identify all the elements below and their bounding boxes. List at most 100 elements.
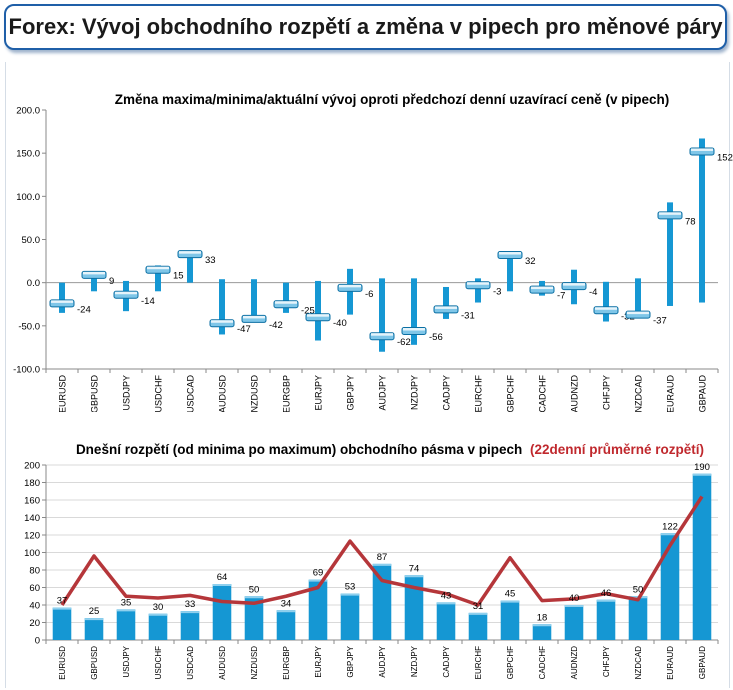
spread-bar-top (660, 533, 680, 536)
bar-value-label: 33 (185, 599, 196, 610)
y-tick-label: -50.0 (18, 321, 40, 332)
current-value-label: -3 (493, 286, 501, 297)
bar-value-label: 25 (89, 606, 100, 617)
bar-value-label: 53 (345, 582, 356, 593)
spread-bar-top (116, 609, 136, 612)
y-tick-label: 60 (29, 583, 40, 594)
current-marker-shine (403, 328, 425, 331)
current-value-label: -24 (77, 304, 91, 315)
spread-bar-top (596, 599, 616, 602)
spread-bar-top (340, 593, 360, 596)
current-value-label: -6 (365, 289, 373, 300)
y-tick-label: 140 (24, 513, 40, 524)
spread-bar (340, 593, 360, 640)
spread-bar-top (308, 579, 328, 582)
bar-value-label: 34 (281, 598, 292, 609)
spread-chart: Dnešní rozpětí (od minima po maximum) ob… (24, 442, 719, 680)
y-tick-label: 100 (24, 548, 40, 559)
current-marker-shine (531, 286, 553, 290)
current-marker-shine (595, 307, 617, 310)
current-marker-shine (307, 314, 329, 317)
spread-bar-top (276, 610, 296, 613)
current-marker-shine (51, 300, 73, 303)
avg-22d-line (60, 495, 704, 607)
range-bar (155, 265, 161, 292)
spread-bar (276, 610, 296, 640)
range-bar (283, 282, 289, 313)
x-tick-label: GBPJPY (346, 375, 356, 411)
x-tick-label: GBPJPY (346, 645, 355, 677)
current-value-label: -37 (653, 316, 667, 327)
y-tick-label: 160 (24, 496, 40, 507)
range-bar (379, 278, 385, 352)
spread-bar (500, 600, 520, 640)
x-tick-label: EURUSD (58, 646, 67, 680)
spread-bar (468, 612, 488, 640)
spread-bar (180, 611, 200, 640)
range-bar (443, 286, 449, 319)
y-tick-label: 20 (29, 618, 40, 629)
current-marker-shine (147, 266, 169, 270)
range-bar (411, 278, 417, 345)
spread-bar-top (404, 575, 424, 578)
current-value-label: -4 (589, 287, 597, 298)
current-value-label: 15 (173, 271, 184, 282)
spread-bar (660, 533, 680, 640)
x-tick-label: AUDJPY (378, 375, 388, 411)
spread-chart-title: Dnešní rozpětí (od minima po maximum) ob… (76, 442, 704, 457)
bar-value-label: 43 (441, 590, 452, 601)
bar-value-label: 74 (409, 563, 420, 574)
bar-value-label: 30 (153, 602, 164, 613)
bar-value-label: 37 (57, 596, 68, 607)
x-tick-label: EURGBP (282, 646, 291, 680)
current-value-label: 152 (717, 152, 733, 163)
spread-bar (212, 584, 232, 640)
spread-bar (308, 579, 328, 640)
current-marker-shine (467, 282, 489, 285)
current-marker-shine (275, 301, 297, 304)
spread-bar-top (564, 605, 584, 607)
spread-bar-top (84, 618, 104, 621)
y-tick-label: 200 (24, 461, 40, 472)
spread-chart-title-main: Dnešní rozpětí (od minima po maximum) ob… (76, 442, 522, 457)
x-tick-label: GBPUSD (90, 375, 100, 412)
spread-bar-top (692, 473, 712, 476)
x-tick-label: EURCHF (474, 374, 484, 412)
current-value-label: -25 (301, 305, 315, 316)
x-tick-label: EURAUD (666, 375, 676, 412)
spread-bar (596, 599, 616, 640)
bar-value-label: 122 (662, 521, 678, 532)
spread-bar (436, 602, 456, 640)
y-tick-label: 40 (29, 601, 40, 612)
y-tick-label: 0.0 (27, 278, 40, 289)
x-tick-label: CADCHF (538, 646, 547, 679)
range-bar (187, 252, 193, 283)
bar-value-label: 46 (601, 588, 612, 599)
x-tick-label: GBPUSD (90, 646, 99, 680)
x-tick-label: AUDJPY (378, 645, 387, 677)
spread-bar-top (532, 624, 552, 627)
x-tick-label: USDCHF (154, 646, 163, 679)
range-bar (507, 252, 513, 292)
spread-bar (628, 596, 648, 640)
y-tick-label: 80 (29, 566, 40, 577)
bar-value-label: 35 (121, 597, 132, 608)
current-marker-shine (499, 252, 521, 255)
current-marker-shine (115, 291, 137, 295)
bar-value-label: 45 (505, 589, 516, 600)
y-tick-label: 180 (24, 478, 40, 489)
spread-bar-top (180, 611, 200, 614)
current-value-label: -42 (269, 320, 283, 331)
x-tick-label: AUDUSD (218, 646, 227, 680)
x-tick-label: CADCHF (538, 374, 548, 412)
spread-bar (564, 605, 584, 640)
x-tick-label: NZDJPY (410, 375, 420, 410)
x-tick-label: CADJPY (442, 645, 451, 677)
spread-bar-top (52, 607, 72, 610)
range-bar (219, 279, 225, 335)
y-tick-label: -100.0 (13, 365, 40, 376)
range-bar (91, 271, 97, 292)
x-tick-label: USDCHF (154, 374, 164, 412)
x-tick-label: USDJPY (122, 645, 131, 677)
x-tick-label: EURUSD (58, 375, 68, 412)
